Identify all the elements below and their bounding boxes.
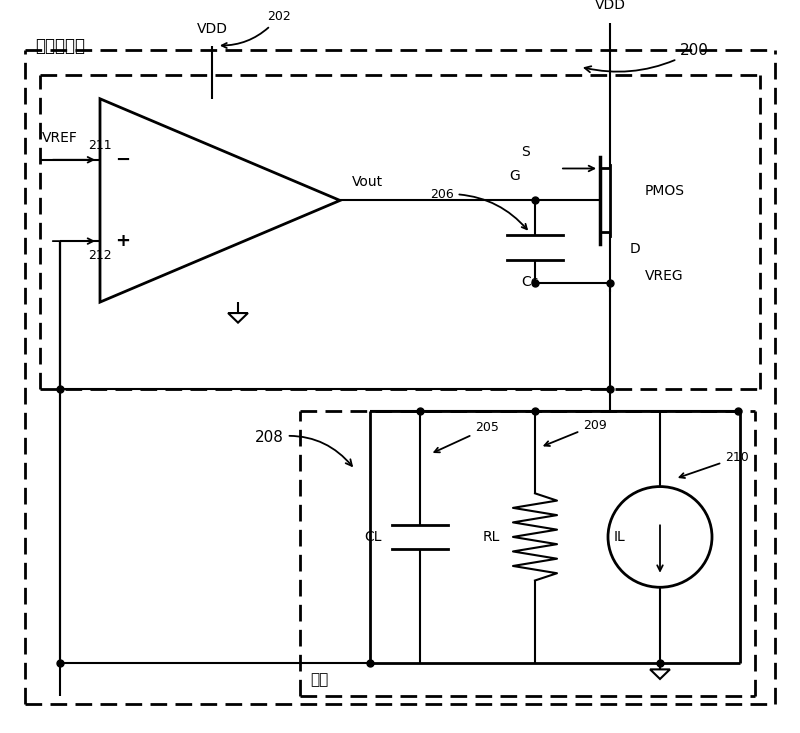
Text: D: D: [630, 242, 641, 256]
Text: VDD: VDD: [594, 0, 626, 12]
Text: 208: 208: [255, 430, 352, 466]
Text: G: G: [510, 169, 520, 183]
Text: 200: 200: [585, 43, 709, 73]
Text: Cc: Cc: [522, 275, 538, 289]
Text: 211: 211: [88, 139, 112, 152]
Text: CL: CL: [365, 530, 382, 544]
Text: 205: 205: [434, 421, 499, 452]
Text: 204: 204: [0, 732, 1, 733]
Text: 202: 202: [222, 10, 290, 48]
Text: VREG: VREG: [645, 269, 684, 283]
Text: S: S: [521, 145, 530, 159]
Text: −: −: [115, 151, 130, 169]
Text: 212: 212: [88, 248, 112, 262]
Text: 206: 206: [430, 188, 527, 229]
Text: RL: RL: [482, 530, 500, 544]
Text: IL: IL: [614, 530, 625, 544]
Text: 210: 210: [679, 451, 749, 478]
Text: PMOS: PMOS: [645, 184, 685, 198]
Text: 单级低压差: 单级低压差: [35, 37, 85, 54]
Text: VDD: VDD: [197, 22, 227, 36]
Text: 209: 209: [545, 419, 606, 446]
Text: +: +: [115, 232, 130, 250]
Text: 负载: 负载: [310, 672, 328, 688]
Text: Vout: Vout: [352, 174, 383, 189]
Text: VREF: VREF: [42, 131, 78, 145]
